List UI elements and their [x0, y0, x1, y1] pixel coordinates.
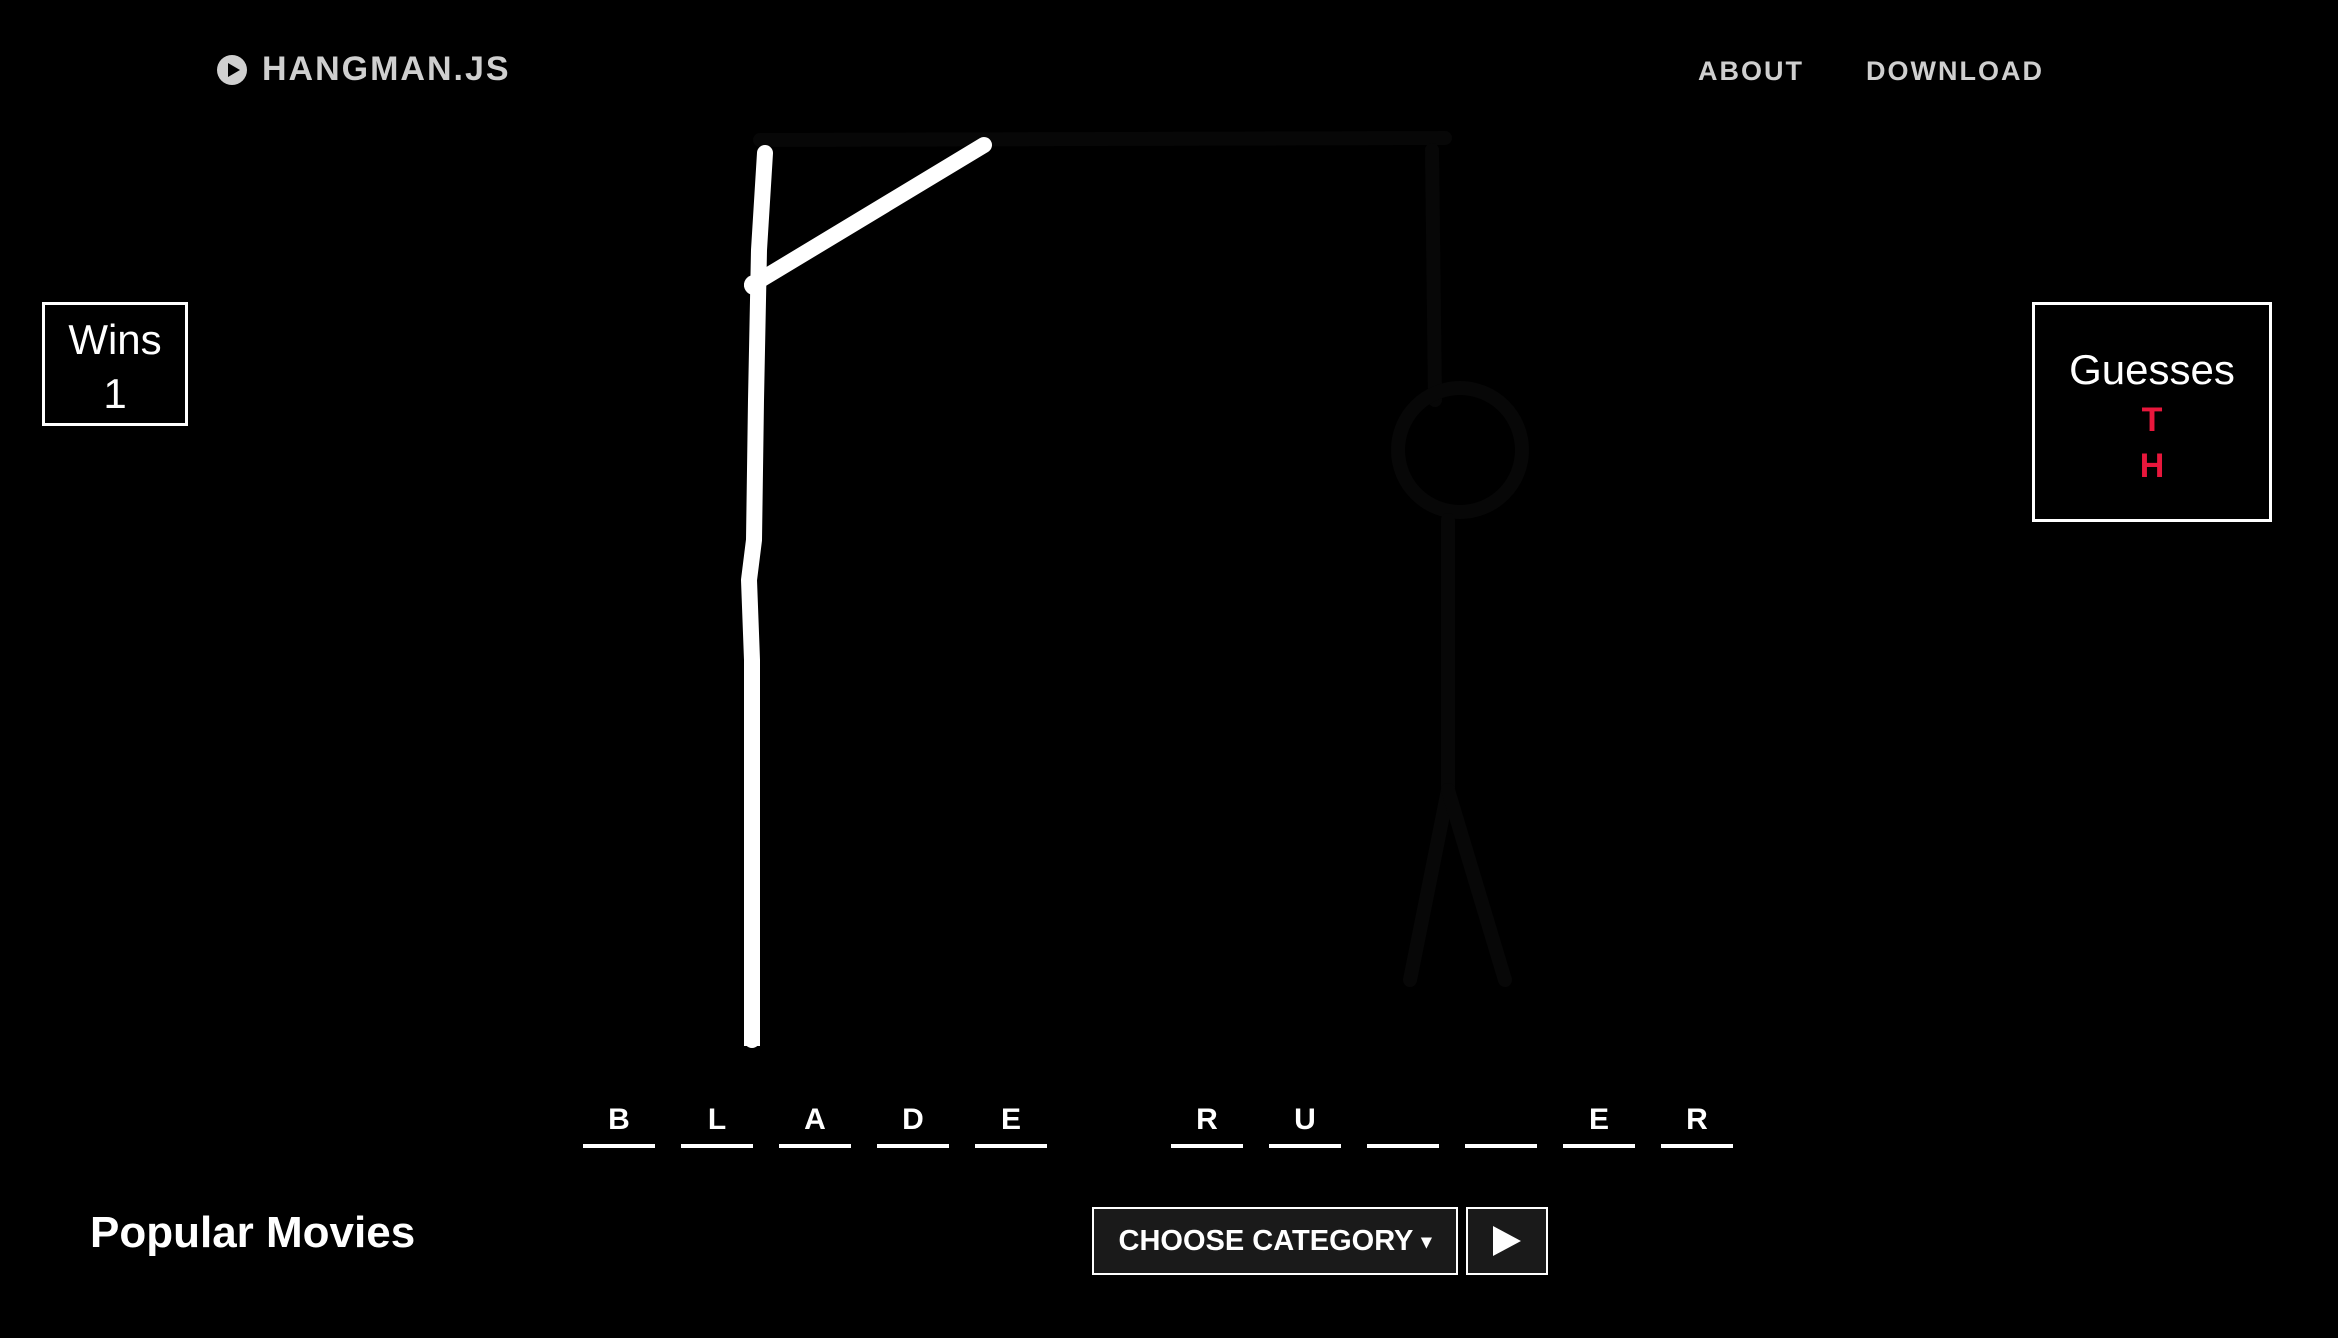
letter-slot: R — [1171, 1100, 1243, 1148]
letter-slot: B — [583, 1100, 655, 1148]
play-button[interactable] — [1466, 1207, 1548, 1275]
letter-slot: R — [1661, 1100, 1733, 1148]
nav-download-link[interactable]: DOWNLOAD — [1866, 56, 2044, 86]
letter-slot: E — [975, 1100, 1047, 1148]
guessed-letter: H — [2139, 447, 2165, 485]
guessed-letter: T — [2141, 401, 2163, 439]
letter-slot: L — [681, 1100, 753, 1148]
main-nav: ABOUT DOWNLOAD — [1698, 56, 2044, 87]
wins-label: Wins — [68, 316, 162, 363]
caret-down-icon: ▾ — [1421, 1230, 1432, 1253]
nav-about-link[interactable]: ABOUT — [1698, 56, 1804, 86]
guesses-panel: Guesses T H — [2032, 302, 2272, 522]
letter-slot: E — [1563, 1100, 1635, 1148]
word-space — [1073, 1100, 1145, 1148]
wins-count: 1 — [103, 370, 127, 417]
letter-slot: A — [779, 1100, 851, 1148]
letter-slot: D — [877, 1100, 949, 1148]
wins-panel: Wins 1 — [42, 302, 188, 426]
brand-title: HANGMAN.JS — [262, 50, 511, 88]
choose-category-button[interactable]: CHOOSE CATEGORY ▾ — [1092, 1207, 1458, 1275]
letter-slot — [1465, 1100, 1537, 1148]
play-icon — [1493, 1226, 1521, 1256]
brand-logo[interactable]: HANGMAN.JS — [216, 50, 511, 89]
letter-slot — [1367, 1100, 1439, 1148]
guesses-label: Guesses — [2069, 346, 2235, 393]
category-title: Popular Movies — [90, 1208, 416, 1257]
letter-slot: U — [1269, 1100, 1341, 1148]
choose-category-label: CHOOSE CATEGORY — [1118, 1224, 1414, 1257]
word-slots: B L A D E R U E R — [583, 1100, 1759, 1148]
play-circle-icon — [217, 54, 247, 85]
